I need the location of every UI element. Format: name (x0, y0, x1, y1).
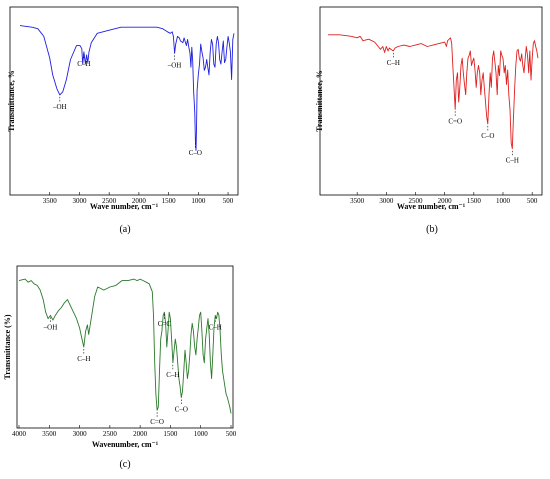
plot-frame (319, 6, 543, 196)
x-axis-label: Wave number, cm⁻¹ (90, 202, 159, 211)
x-tick-label: 2000 (438, 197, 453, 205)
x-tick-label: 2000 (132, 197, 147, 205)
x-tick-label: 2500 (103, 430, 118, 438)
x-tick-label: 500 (527, 197, 538, 205)
x-tick-label: 2500 (409, 197, 424, 205)
panel-label: (a) (119, 224, 130, 235)
chart-panel-3: 4000 3500 3000 2500 2000 1500 1000 500 Wavenumbe… (3, 265, 237, 470)
x-tick-label: 500 (226, 430, 237, 438)
annotation-label: C=O (150, 418, 164, 426)
x-tick-label: 1500 (162, 197, 177, 205)
spectrum-line-1 (19, 25, 235, 151)
y-axis-label: Transmittance (%) (3, 314, 12, 379)
x-tick-label: 2500 (102, 197, 117, 205)
x-tick-label: 3500 (43, 197, 58, 205)
x-tick-label: 3000 (73, 430, 88, 438)
x-tick-label: 3500 (350, 197, 365, 205)
x-tick-label: 3000 (72, 197, 87, 205)
annotation-label: C–H (77, 60, 90, 68)
annotation-label: C=C (158, 320, 172, 328)
spectrum-line-1 (18, 278, 232, 414)
chart-panel-2: 3500 3000 2500 2000 1500 1000 500 Wave number, … (315, 6, 543, 235)
annotation-label: C–O (481, 132, 494, 140)
plot-frame (9, 6, 239, 196)
annotation-label: C–O (189, 149, 202, 157)
panel-label: (c) (119, 459, 130, 470)
spectrum-line-1 (328, 34, 539, 150)
annotation-label: C–H (506, 157, 519, 165)
x-tick-label: 1500 (163, 430, 178, 438)
annotation-label: –OH (43, 323, 58, 331)
annotation-label: C–O (175, 406, 188, 414)
x-axis-label: Wavenumber, cm⁻¹ (92, 440, 159, 449)
annotation-label: C–H (209, 323, 222, 331)
x-tick-label: 1000 (191, 197, 206, 205)
annotation-label: C=O (448, 117, 462, 125)
annotation-label: –OH (52, 103, 67, 111)
y-axis-label: Transmittance, % (7, 70, 16, 132)
x-tick-label: 3000 (379, 197, 394, 205)
x-tick-label: 4000 (12, 430, 27, 438)
x-tick-label: 1000 (496, 197, 511, 205)
y-axis-label: Transmittance, % (315, 70, 324, 132)
x-tick-label: 3500 (42, 430, 57, 438)
x-tick-label: 500 (223, 197, 234, 205)
plot-frame (16, 265, 234, 429)
chart-panel-1: 3500 3000 2500 2000 1500 1000 500 Wave number, … (7, 6, 239, 235)
x-axis-label: Wave number, cm⁻¹ (397, 202, 466, 211)
annotation-label: C–H (77, 355, 90, 363)
annotation-label: –OH (167, 61, 182, 69)
x-tick-label: 1000 (194, 430, 209, 438)
annotation-label: C–H (166, 371, 179, 379)
x-tick-label: 1500 (467, 197, 482, 205)
panel-label: (b) (426, 224, 438, 235)
x-tick-label: 2000 (133, 430, 148, 438)
annotation-label: C–H (387, 59, 400, 67)
